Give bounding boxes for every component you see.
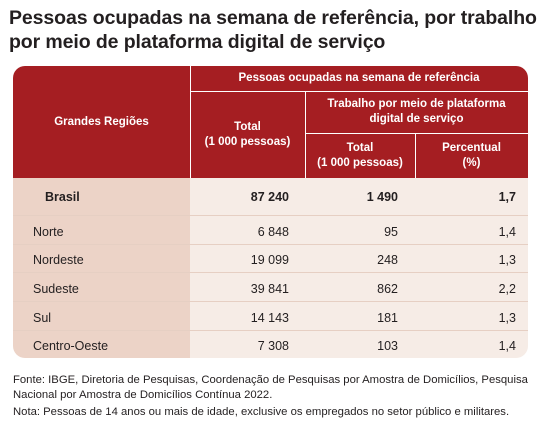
header-divider [305, 133, 528, 134]
row-divider [13, 272, 528, 273]
row-region: Nordeste [33, 253, 84, 267]
row-region: Sudeste [33, 282, 79, 296]
row-divider [13, 301, 528, 302]
header-regions-label: Grandes Regiões [54, 115, 149, 128]
data-columns-bg [190, 178, 528, 358]
row-total: 87 240 [250, 190, 289, 204]
row-region: Brasil [45, 190, 80, 204]
header-regions: Grandes Regiões [13, 66, 190, 178]
header-group-label: Pessoas ocupadas na semana de referência [238, 72, 480, 84]
header-platform-label: Trabalho por meio de plataforma digital … [327, 98, 506, 125]
header-platform-total-label: Total (1 000 pessoas) [317, 141, 403, 169]
row-total: 7 308 [257, 339, 289, 353]
header-group: Pessoas ocupadas na semana de referência [190, 66, 528, 91]
row-divider [13, 244, 528, 245]
header-platform-percent: Percentual (%) [415, 133, 528, 178]
header-divider [190, 66, 191, 178]
row-region: Centro-Oeste [33, 339, 109, 353]
header-total: Total (1 000 pessoas) [190, 91, 305, 178]
row-platform-total: 862 [377, 282, 398, 296]
header-platform: Trabalho por meio de plataforma digital … [305, 91, 528, 133]
row-percent: 2,2 [498, 282, 516, 296]
row-total: 39 841 [250, 282, 289, 296]
row-divider [13, 215, 528, 216]
page-title: Pessoas ocupadas na semana de referência… [9, 7, 537, 53]
data-table: Grandes Regiões Pessoas ocupadas na sema… [13, 66, 528, 358]
row-percent: 1,7 [498, 190, 516, 204]
row-percent: 1,4 [498, 225, 516, 239]
row-platform-total: 103 [377, 339, 398, 353]
row-platform-total: 181 [377, 311, 398, 325]
row-divider [13, 330, 528, 331]
row-region: Sul [33, 311, 52, 325]
header-divider [305, 91, 306, 178]
header-platform-total: Total (1 000 pessoas) [305, 133, 415, 178]
row-total: 6 848 [257, 225, 289, 239]
row-region: Norte [33, 225, 64, 239]
row-percent: 1,3 [498, 253, 516, 267]
row-total: 14 143 [250, 311, 289, 325]
row-platform-total: 95 [384, 225, 398, 239]
row-platform-total: 248 [377, 253, 398, 267]
header-divider [415, 133, 416, 178]
row-percent: 1,3 [498, 311, 516, 325]
row-total: 19 099 [250, 253, 289, 267]
row-percent: 1,4 [498, 339, 516, 353]
header-platform-percent-label: Percentual (%) [442, 141, 501, 169]
source-note: Fonte: IBGE, Diretoria de Pesquisas, Coo… [13, 374, 528, 401]
header-total-label: Total (1 000 pessoas) [204, 120, 291, 148]
footnote: Nota: Pessoas de 14 anos ou mais de idad… [13, 406, 510, 418]
header-divider [190, 91, 528, 92]
row-platform-total: 1 490 [366, 190, 398, 204]
regions-column-bg [13, 178, 190, 358]
